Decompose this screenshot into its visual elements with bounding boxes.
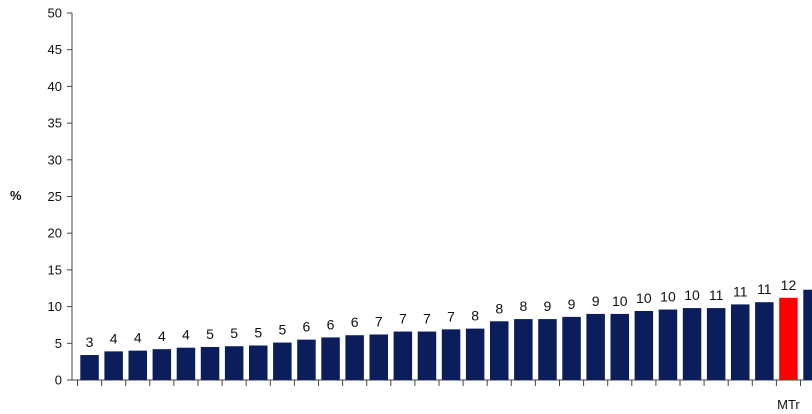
y-tick-label: 45 — [48, 42, 62, 57]
data-label: 4 — [158, 328, 166, 344]
y-tick-label: 50 — [48, 6, 62, 21]
data-label: 4 — [182, 327, 190, 343]
data-labels: 3 4 4 4 4 5 5 5 5 6 6 6 7 7 7 7 8 8 8 9 9 9 10 10 10 10 11 11 11 12 — [86, 277, 797, 350]
bar — [634, 311, 654, 380]
data-label: 5 — [278, 322, 286, 338]
bar — [152, 349, 172, 380]
bar — [128, 350, 147, 380]
x-tick-labels: MTr — [777, 397, 800, 412]
data-label: 8 — [519, 298, 527, 314]
bars — [80, 289, 812, 380]
data-label: 9 — [568, 296, 576, 312]
bar — [538, 319, 557, 380]
bar — [490, 321, 509, 380]
y-tick-label: 10 — [48, 299, 62, 314]
data-label: 8 — [471, 308, 479, 324]
data-label: 11 — [757, 281, 772, 297]
data-label: 8 — [495, 300, 503, 316]
bar — [682, 308, 702, 380]
data-label: 7 — [375, 313, 383, 329]
bar — [176, 347, 196, 380]
bar — [80, 355, 99, 380]
data-label: 10 — [612, 293, 628, 309]
data-label: 4 — [134, 330, 142, 346]
x-axis — [72, 379, 812, 386]
data-label: 10 — [684, 287, 700, 303]
data-label: 5 — [230, 325, 238, 341]
y-tick-label: 0 — [55, 373, 62, 388]
bar — [586, 313, 605, 380]
data-label: 9 — [544, 298, 552, 314]
bar — [755, 302, 774, 380]
y-tick-label: 20 — [48, 226, 62, 241]
data-label: 4 — [110, 330, 118, 346]
bar — [658, 309, 678, 380]
bar — [369, 334, 388, 380]
data-label: 6 — [303, 319, 311, 335]
y-axis-label: % — [10, 188, 22, 203]
bar — [104, 351, 123, 380]
bar — [297, 339, 316, 380]
bar-highlighted — [779, 297, 798, 380]
bar — [200, 346, 220, 380]
bar — [417, 331, 437, 380]
x-tick-label: MTr — [777, 397, 800, 412]
bar — [224, 346, 244, 380]
bar — [273, 342, 292, 380]
data-label: 5 — [254, 325, 262, 341]
bar — [393, 331, 413, 380]
bar — [731, 304, 750, 380]
data-label: 10 — [660, 289, 676, 305]
bar — [441, 329, 461, 380]
bar — [514, 319, 533, 380]
y-tick-label: 40 — [48, 79, 62, 94]
y-tick-label: 15 — [48, 262, 62, 277]
data-label: 7 — [447, 308, 455, 324]
y-tick-label: 5 — [55, 336, 62, 351]
y-axis: 0 5 10 15 20 25 30 35 40 45 50 — [48, 6, 73, 388]
data-label: 10 — [636, 290, 652, 306]
data-label: 11 — [709, 287, 724, 303]
data-label: 9 — [592, 293, 600, 309]
y-tick-label: 25 — [48, 189, 62, 204]
bar — [706, 308, 726, 380]
bar — [610, 313, 629, 380]
bar — [321, 337, 340, 380]
data-label: 3 — [86, 334, 94, 350]
bar — [345, 335, 364, 380]
data-label: 7 — [423, 311, 431, 327]
data-label: 11 — [733, 283, 748, 299]
data-label: 5 — [206, 326, 214, 342]
y-tick-label: 30 — [48, 152, 62, 167]
bar — [803, 289, 812, 380]
bar — [465, 328, 485, 380]
bar — [249, 345, 268, 380]
data-label: 7 — [399, 311, 407, 327]
y-tick-label: 35 — [48, 116, 62, 131]
data-label: 6 — [351, 314, 359, 330]
data-label: 6 — [327, 316, 335, 332]
data-label: 12 — [781, 277, 797, 293]
bar — [562, 316, 581, 380]
